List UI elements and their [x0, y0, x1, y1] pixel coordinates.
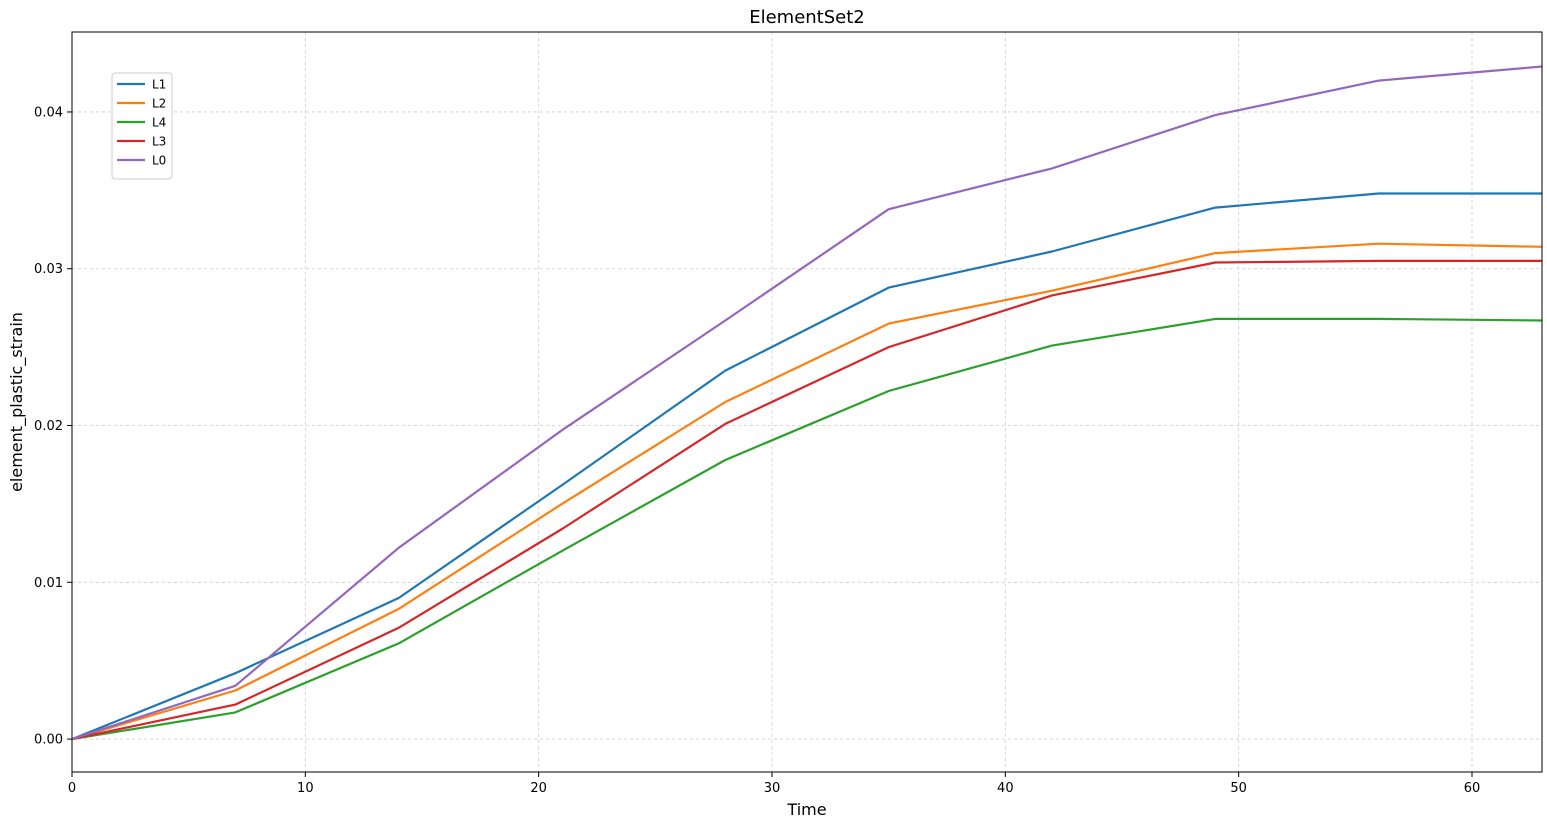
x-tick-label: 10	[297, 781, 314, 796]
axis-ticks: 0 10 20 30 40 50 60 0.00 0.01 0.02 0.03 0.04	[34, 105, 1480, 796]
x-tick-label: 50	[1230, 781, 1247, 796]
y-tick-label: 0.01	[34, 576, 63, 591]
y-tick-label: 0.04	[34, 105, 63, 120]
plot-area-frame	[71, 31, 1543, 773]
y-tick-label: 0.03	[34, 262, 63, 277]
legend-label-l3: L3	[152, 135, 166, 149]
x-axis-label: Time	[786, 800, 826, 819]
legend: L1 L2 L4 L3 L0	[111, 72, 173, 180]
x-tick-label: 20	[530, 781, 547, 796]
series-line-l1	[71, 192, 1542, 741]
legend-label-l4: L4	[152, 116, 166, 130]
x-tick-label: 30	[764, 781, 781, 796]
series-line-l4	[71, 317, 1543, 741]
series-line-l2	[71, 242, 1543, 741]
x-tick-label: 40	[997, 781, 1014, 796]
y-axis-label: element_plastic_strain	[7, 312, 27, 492]
series-lines	[71, 65, 1543, 741]
x-tick-label: 60	[1464, 781, 1481, 796]
y-tick-label: 0.02	[34, 419, 63, 434]
series-line-l0	[71, 65, 1543, 741]
x-tick-label: 0	[68, 781, 76, 796]
legend-label-l2: L2	[152, 97, 166, 111]
legend-label-l1: L1	[152, 78, 166, 92]
series-line-l3	[71, 259, 1542, 741]
legend-box	[111, 72, 173, 180]
y-tick-label: 0.00	[34, 733, 63, 748]
legend-label-l0: L0	[152, 154, 166, 168]
chart-title: ElementSet2	[749, 7, 865, 28]
